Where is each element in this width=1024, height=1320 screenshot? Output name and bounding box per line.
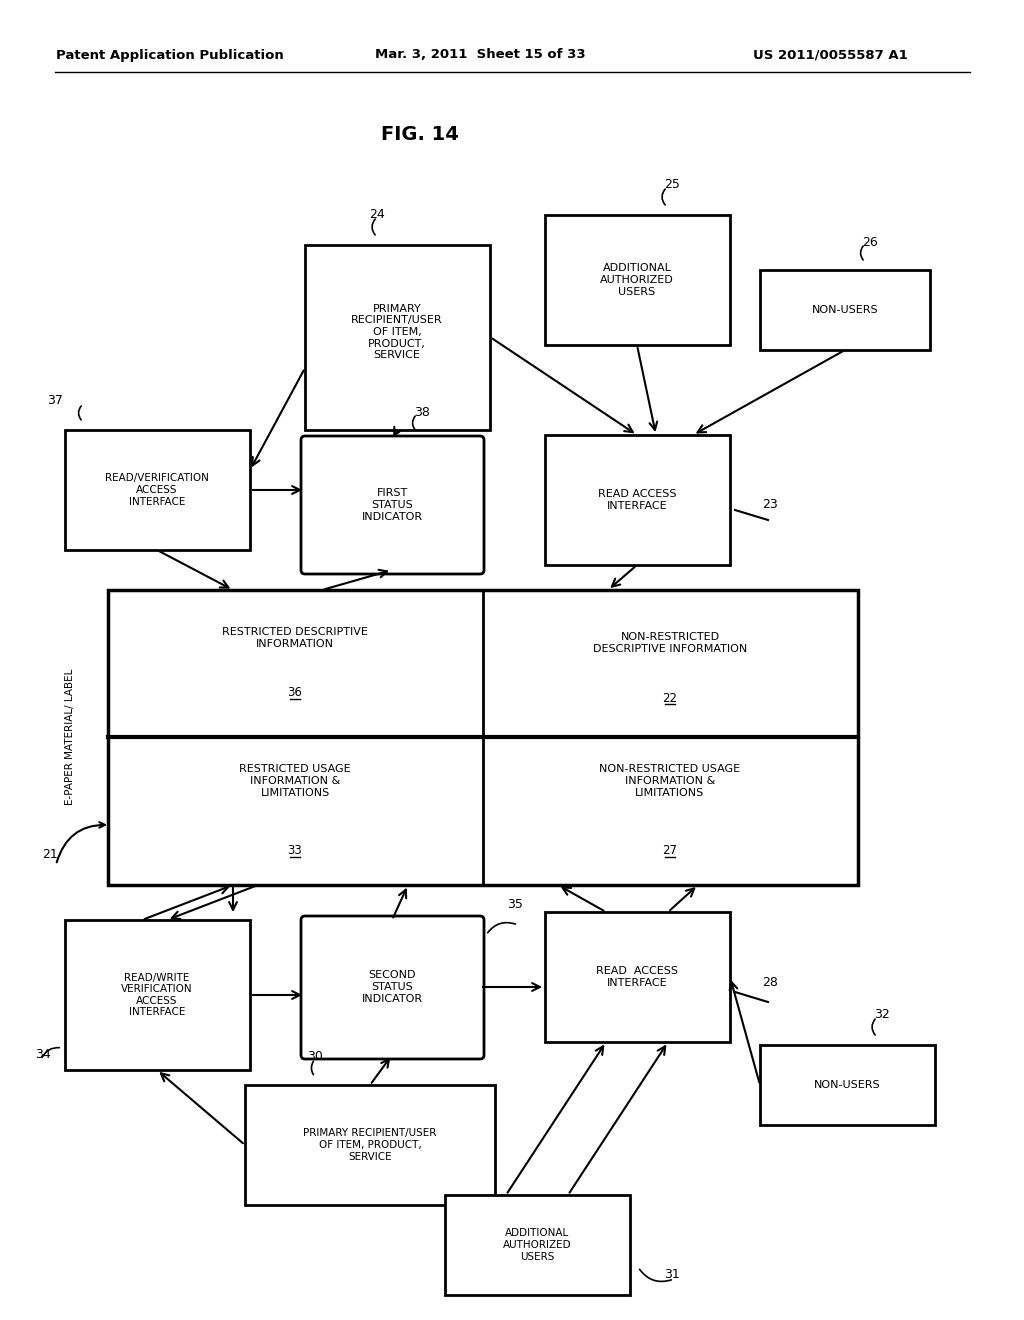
Text: 28: 28 bbox=[762, 975, 778, 989]
Text: 21: 21 bbox=[42, 849, 58, 862]
Text: RESTRICTED DESCRIPTIVE
INFORMATION: RESTRICTED DESCRIPTIVE INFORMATION bbox=[222, 627, 368, 649]
Text: FIG. 14: FIG. 14 bbox=[381, 125, 459, 144]
Text: 24: 24 bbox=[369, 209, 385, 222]
Text: READ/VERIFICATION
ACCESS
INTERFACE: READ/VERIFICATION ACCESS INTERFACE bbox=[105, 474, 209, 507]
Bar bbox=[108, 590, 858, 884]
Text: 36: 36 bbox=[288, 686, 302, 700]
Bar bbox=[445, 1195, 630, 1295]
Bar bbox=[760, 271, 930, 350]
Bar bbox=[760, 1045, 935, 1125]
Text: READ ACCESS
INTERFACE: READ ACCESS INTERFACE bbox=[598, 490, 676, 511]
Text: US 2011/0055587 A1: US 2011/0055587 A1 bbox=[753, 49, 907, 62]
Text: FIRST
STATUS
INDICATOR: FIRST STATUS INDICATOR bbox=[361, 488, 423, 521]
Text: E-PAPER MATERIAL/ LABEL: E-PAPER MATERIAL/ LABEL bbox=[65, 669, 75, 805]
Text: 26: 26 bbox=[862, 235, 878, 248]
Text: 23: 23 bbox=[762, 499, 778, 511]
Bar bbox=[545, 912, 730, 1041]
Text: READ  ACCESS
INTERFACE: READ ACCESS INTERFACE bbox=[596, 966, 678, 987]
Text: 34: 34 bbox=[35, 1048, 51, 1061]
Text: 38: 38 bbox=[414, 405, 430, 418]
Bar bbox=[545, 436, 730, 565]
FancyBboxPatch shape bbox=[301, 436, 484, 574]
Bar bbox=[305, 246, 490, 430]
Text: Patent Application Publication: Patent Application Publication bbox=[56, 49, 284, 62]
Bar bbox=[65, 920, 250, 1071]
Text: NON-USERS: NON-USERS bbox=[814, 1080, 881, 1090]
Text: READ/WRITE
VERIFICATION
ACCESS
INTERFACE: READ/WRITE VERIFICATION ACCESS INTERFACE bbox=[121, 973, 193, 1018]
Text: Mar. 3, 2011  Sheet 15 of 33: Mar. 3, 2011 Sheet 15 of 33 bbox=[375, 49, 586, 62]
Text: PRIMARY
RECIPIENT/USER
OF ITEM,
PRODUCT,
SERVICE: PRIMARY RECIPIENT/USER OF ITEM, PRODUCT,… bbox=[351, 304, 442, 360]
Text: ADDITIONAL
AUTHORIZED
USERS: ADDITIONAL AUTHORIZED USERS bbox=[600, 264, 674, 297]
Text: NON-RESTRICTED
DESCRIPTIVE INFORMATION: NON-RESTRICTED DESCRIPTIVE INFORMATION bbox=[593, 632, 748, 653]
Text: ADDITIONAL
AUTHORIZED
USERS: ADDITIONAL AUTHORIZED USERS bbox=[503, 1229, 571, 1262]
Text: 33: 33 bbox=[288, 845, 302, 858]
Text: 22: 22 bbox=[663, 692, 678, 705]
Text: NON-USERS: NON-USERS bbox=[812, 305, 879, 315]
Bar bbox=[245, 1085, 495, 1205]
Text: 27: 27 bbox=[663, 845, 678, 858]
Text: SECOND
STATUS
INDICATOR: SECOND STATUS INDICATOR bbox=[361, 970, 423, 1003]
Text: 35: 35 bbox=[507, 899, 523, 912]
Text: 32: 32 bbox=[874, 1008, 890, 1022]
Text: NON-RESTRICTED USAGE
INFORMATION &
LIMITATIONS: NON-RESTRICTED USAGE INFORMATION & LIMIT… bbox=[599, 764, 740, 797]
Text: 31: 31 bbox=[665, 1269, 680, 1282]
Bar bbox=[545, 215, 730, 345]
Text: 37: 37 bbox=[47, 393, 62, 407]
Bar bbox=[65, 430, 250, 550]
FancyBboxPatch shape bbox=[301, 916, 484, 1059]
Text: RESTRICTED USAGE
INFORMATION &
LIMITATIONS: RESTRICTED USAGE INFORMATION & LIMITATIO… bbox=[240, 764, 351, 797]
Text: PRIMARY RECIPIENT/USER
OF ITEM, PRODUCT,
SERVICE: PRIMARY RECIPIENT/USER OF ITEM, PRODUCT,… bbox=[303, 1129, 436, 1162]
Text: 25: 25 bbox=[664, 178, 680, 191]
Text: 30: 30 bbox=[307, 1051, 323, 1064]
